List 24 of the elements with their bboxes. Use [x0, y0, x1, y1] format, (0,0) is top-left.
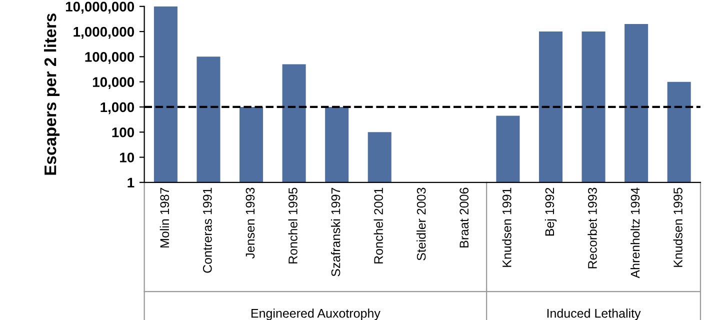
x-tick-label: Ronchel 1995 — [288, 188, 298, 264]
x-tick-label: Ahrenholtz 1994 — [630, 188, 640, 278]
y-tick-label: 10,000,000 — [66, 2, 134, 14]
y-tick-label: 1,000 — [100, 102, 134, 114]
x-tick-label: Recorbet 1993 — [588, 188, 597, 268]
text: Engineered Auxotrophy — [251, 308, 380, 320]
y-tick-label: 1 — [128, 178, 134, 188]
x-tick-label: Ronchel 2001 — [374, 188, 383, 264]
x-tick-label: Molin 1987 — [160, 188, 170, 248]
y-axis-title: Escapers per 2 liters — [44, 14, 60, 175]
y-tick-label: 10,000 — [92, 77, 134, 90]
x-tick-label: Braat 2006 — [460, 188, 469, 248]
x-tick-label: Steidler 2003 — [416, 188, 426, 260]
text: Induced Lethality — [547, 308, 641, 320]
x-tick-label: Szafranski 1997 — [331, 188, 340, 276]
x-tick-label: Knudsen 1991 — [502, 188, 512, 267]
x-tick-label: Contreras 1991 — [202, 188, 212, 273]
y-tick-label: 1,000,000 — [74, 26, 134, 39]
y-tick-label: 100 — [112, 127, 134, 138]
y-tick-label: 100,000 — [85, 52, 134, 64]
x-tick-label: Knudsen 1995 — [673, 188, 682, 267]
x-tick-label: Bej 1992 — [544, 188, 557, 236]
y-tick-label: 10 — [120, 152, 134, 162]
x-tick-label: Jensen 1993 — [246, 188, 255, 259]
